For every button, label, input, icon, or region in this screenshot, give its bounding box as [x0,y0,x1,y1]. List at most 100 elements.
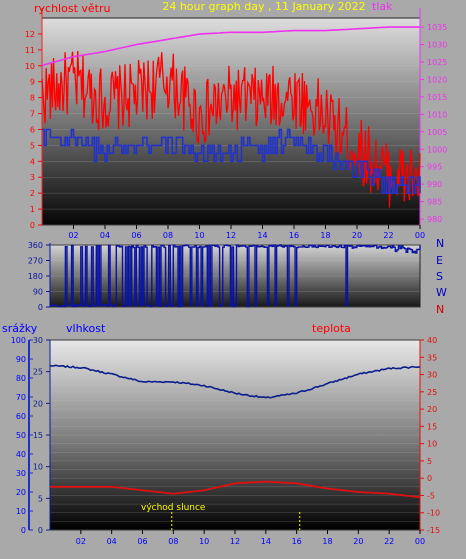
humidity-tick-label: 20 [33,399,43,408]
pressure-tick-label: 995 [427,163,442,172]
direction-left-ticks: 0 90 180 270 360 [28,241,50,312]
temperature-tick-label: 5 [427,457,432,466]
bottom-x-tick-label: 16 [292,537,302,546]
direction-tick-label: 0 [38,303,43,312]
temperature-tick-label: -5 [427,491,435,500]
bottom-x-tick-label: 14 [261,537,271,546]
bottom-x-tick-label: 04 [107,537,117,546]
wind-tick-label: 7 [30,110,35,119]
pressure-tick-label: 1030 [427,41,447,50]
humidity-axis-ticks: 0 5 10 15 20 25 30 [33,336,50,535]
temperature-tick-label: 20 [427,405,437,414]
rain-tick-label: 20 [16,488,26,497]
rain-tick-label: 60 [16,412,26,421]
temperature-tick-label: -15 [427,526,440,535]
top-x-tick-label: 20 [352,231,362,240]
humidity-tick-label: 30 [33,336,43,345]
rain-tick-label: 50 [16,431,26,440]
bottom-x-tick-label: 18 [322,537,332,546]
wind-tick-label: 10 [25,62,35,71]
wind-tick-label: 11 [25,46,35,55]
series-wind-direction [50,244,421,308]
direction-tick-label: 360 [28,241,43,250]
bottom-x-tick-label: 06 [137,537,147,546]
humidity-tick-label: 25 [33,368,43,377]
temperature-tick-label: 15 [427,422,437,431]
bottom-x-ticks: 02 04 06 08 10 12 14 16 18 20 22 00 [76,530,425,546]
temperature-tick-label: 10 [427,440,437,449]
pressure-tick-label: 1000 [427,145,447,154]
bottom-x-tick-label: 00 [415,537,425,546]
wind-tick-label: 4 [30,157,35,166]
top-x-tick-label: 12 [226,231,236,240]
series-wind-avg [42,128,421,194]
temperature-tick-label: 0 [427,474,432,483]
wind-title: rychlost větru [34,2,110,15]
temperature-tick-label: 30 [427,371,437,380]
bottom-x-tick-label: 22 [384,537,394,546]
wind-tick-label: 8 [30,94,35,103]
wind-tick-label: 1 [30,205,35,214]
direction-tick-label: 90 [33,288,43,297]
temperature-tick-label: 40 [427,336,437,345]
humidity-tick-label: 0 [38,526,43,535]
bottom-x-tick-label: 08 [168,537,178,546]
pressure-tick-label: 1035 [427,23,447,32]
bottom-x-tick-label: 12 [230,537,240,546]
compass-label: E [436,254,443,267]
graph-title: 24 hour graph day , 11 January 2022 [162,0,365,13]
top-x-tick-label: 08 [163,231,173,240]
wind-tick-label: 9 [30,78,35,87]
series-temperature [50,480,421,499]
pressure-title: tlak [372,0,393,13]
sunrise-label: východ slunce [141,503,206,513]
wind-tick-label: 0 [30,221,35,230]
bottom-x-tick-label: 02 [76,537,86,546]
pressure-tick-label: 985 [427,198,442,207]
rain-tick-label: 80 [16,374,26,383]
direction-tick-label: 180 [28,272,43,281]
series-humidity [49,364,420,399]
pressure-tick-label: 1020 [427,75,447,84]
rain-axis-ticks: 0 10 20 30 40 50 60 70 80 90 100 [11,336,33,535]
rain-tick-label: 0 [21,526,26,535]
compass-label: W [436,286,447,299]
humidity-tick-label: 10 [33,463,43,472]
compass-label: N [436,303,444,316]
direction-tick-label: 270 [28,257,43,266]
rain-tick-label: 10 [16,507,26,516]
series-pressure [41,26,420,67]
humidity-tick-label: 15 [33,431,43,440]
top-x-tick-label: 22 [383,231,393,240]
rain-tick-label: 70 [16,393,26,402]
wind-pressure-series [41,26,421,208]
humidity-plot-area [49,339,421,531]
rain-tick-label: 30 [16,469,26,478]
compass-label: N [436,237,444,250]
humidity-title: vlhkost [66,322,106,335]
bottom-x-tick-label: 20 [353,537,363,546]
wind-pressure-plot-area [41,17,421,226]
direction-plot-area [49,244,421,308]
wind-tick-label: 6 [30,125,35,134]
temperature-axis-ticks: -15 -10 -5 0 5 10 15 20 25 30 35 40 [420,336,440,535]
top-x-tick-label: 04 [100,231,110,240]
wind-tick-label: 5 [30,141,35,150]
humidity-tick-label: 5 [38,494,43,503]
rain-tick-label: 90 [16,355,26,364]
top-x-tick-label: 16 [289,231,299,240]
wind-tick-label: 12 [25,30,35,39]
pressure-tick-label: 1025 [427,58,447,67]
wind-tick-label: 3 [30,173,35,182]
temperature-tick-label: 35 [427,353,437,362]
pressure-tick-label: 980 [427,215,442,224]
pressure-right-ticks: 980 985 990 995 1000 1005 1010 1015 1020 1025 1030… [420,23,447,224]
rain-tick-label: 40 [16,450,26,459]
temperature-title: teplota [312,322,351,335]
humidity-gridlines [50,339,420,531]
direction-series [50,244,421,308]
top-x-tick-label: 02 [68,231,78,240]
